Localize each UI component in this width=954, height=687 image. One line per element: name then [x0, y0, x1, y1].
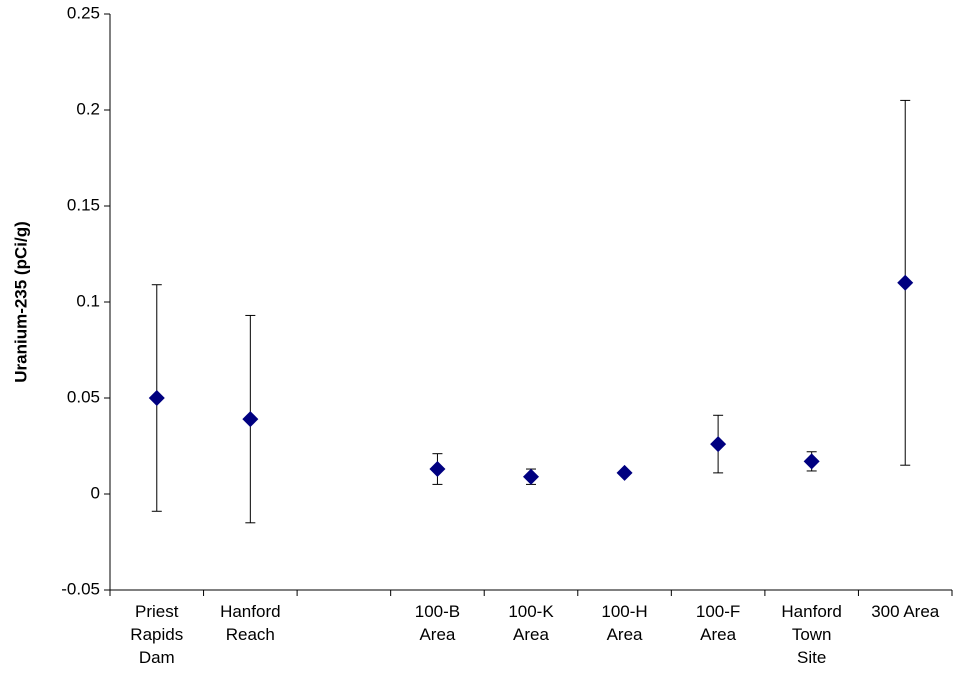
y-axis-title: Uranium-235 (pCi/g) — [11, 221, 30, 383]
y-tick-label: 0.05 — [67, 387, 100, 406]
y-tick-label: 0.1 — [76, 291, 100, 310]
marker — [710, 436, 727, 453]
marker — [242, 411, 259, 428]
x-tick-label: Hanford Reach — [220, 602, 281, 644]
y-tick-label: -0.05 — [61, 579, 100, 598]
x-tick-label: 100-H Area — [601, 602, 648, 644]
marker — [429, 461, 446, 478]
x-tick-label: 100-K Area — [508, 602, 554, 644]
x-tick-label: 100-B Area — [414, 602, 461, 644]
y-tick-label: 0.2 — [76, 99, 100, 118]
x-tick-label: Priest Rapids Dam — [130, 602, 184, 667]
marker — [148, 390, 165, 406]
y-tick-label: 0.25 — [67, 3, 100, 22]
marker — [523, 468, 539, 485]
marker — [803, 453, 820, 470]
x-tick-label: 300 Area — [871, 602, 940, 621]
x-tick-label: 100-F Area — [695, 602, 741, 644]
y-tick-label: 0 — [91, 483, 100, 502]
marker — [616, 464, 633, 481]
marker — [897, 274, 914, 291]
y-tick-label: 0.15 — [67, 195, 100, 214]
x-tick-label: Hanford Town Site — [781, 602, 842, 667]
